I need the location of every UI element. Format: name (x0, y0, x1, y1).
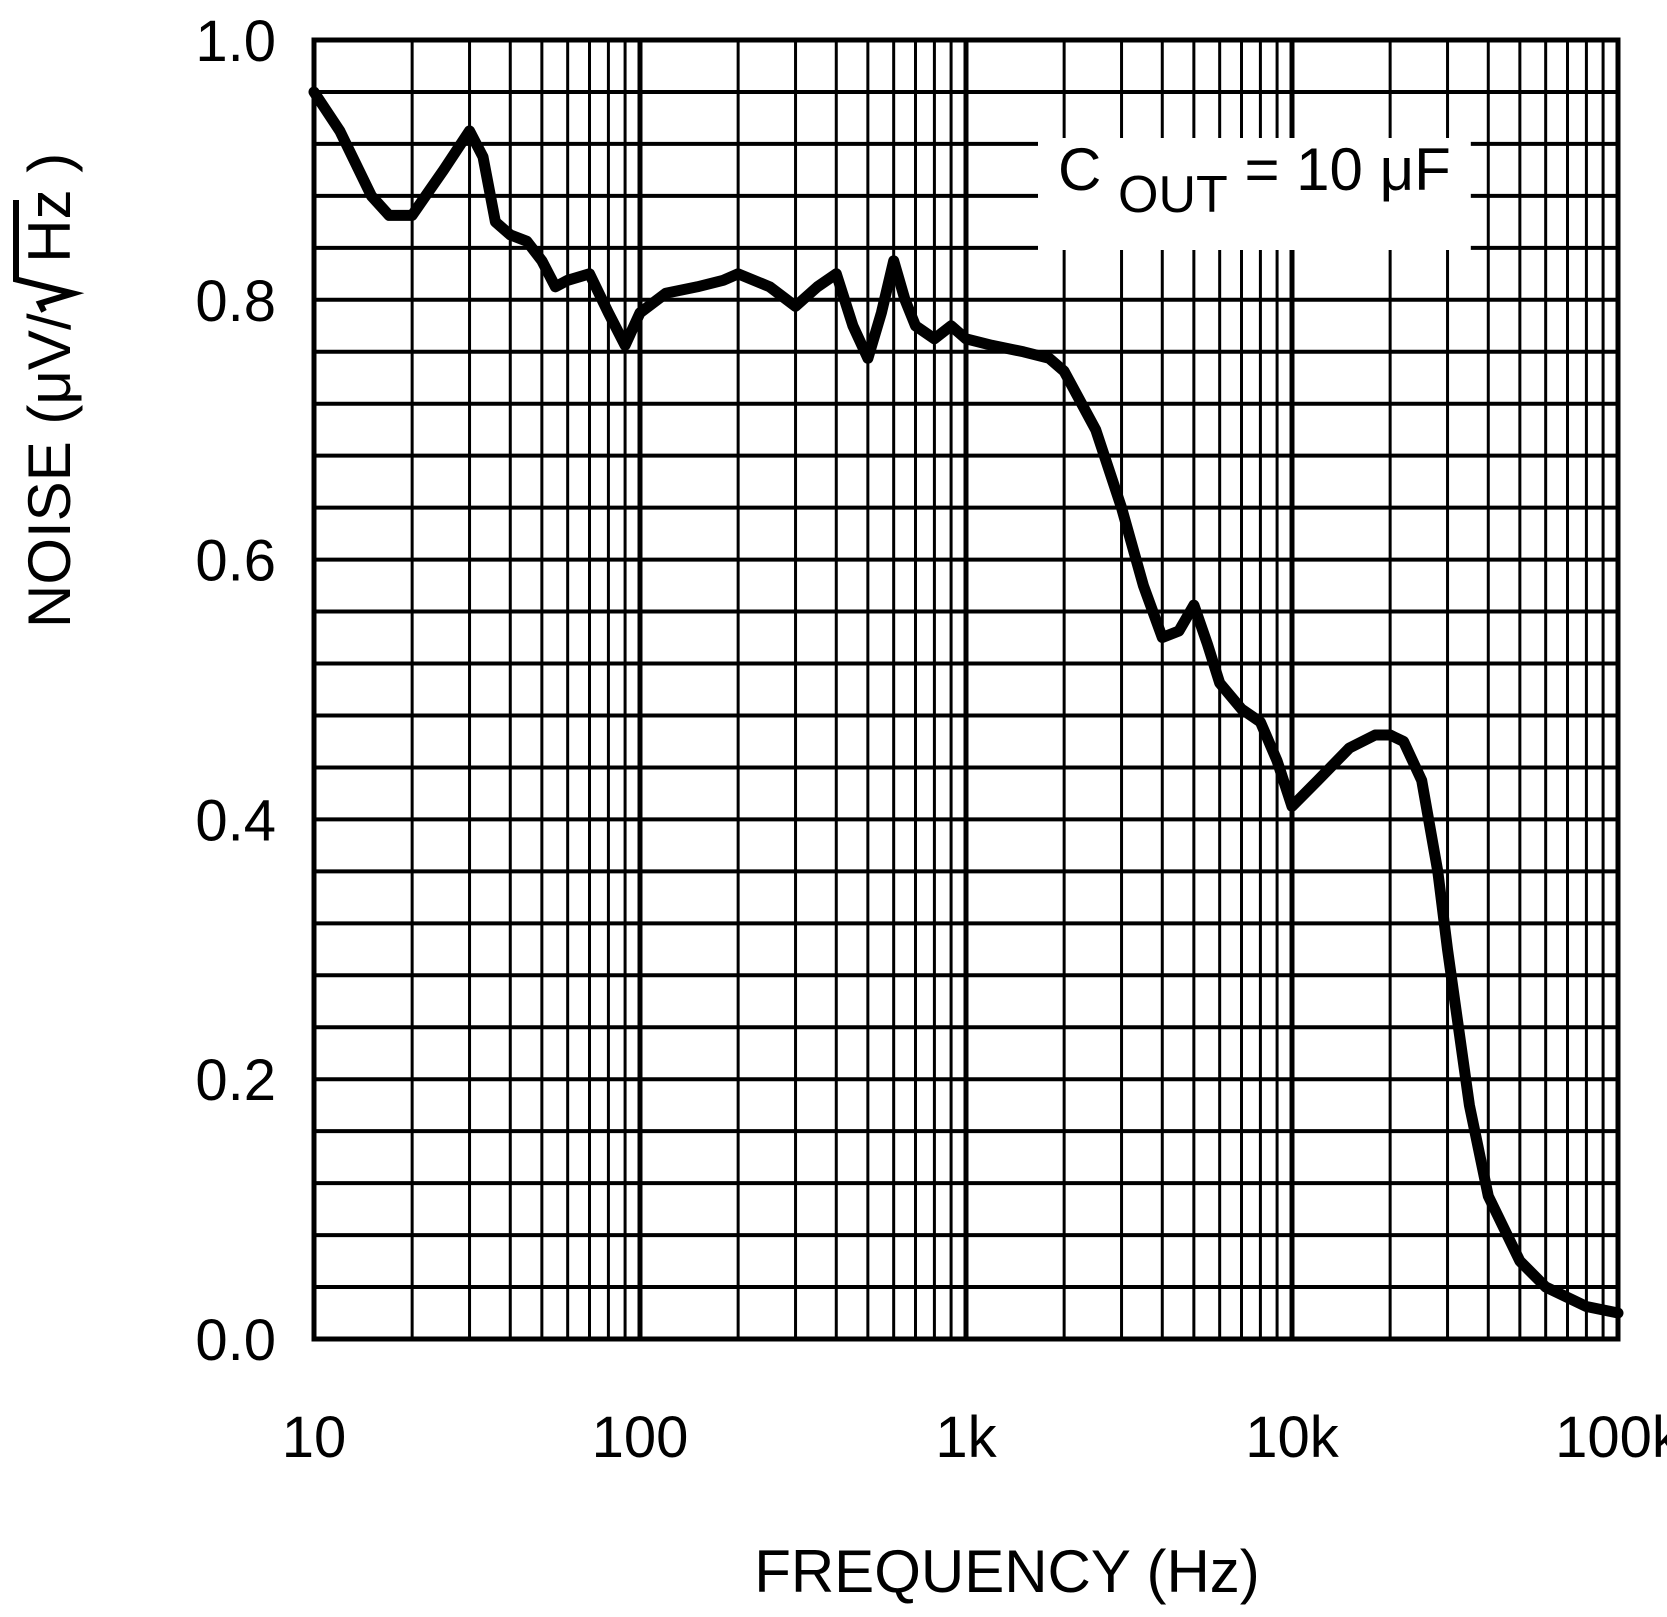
x-tick-label: 100k (1555, 1405, 1667, 1470)
x-tick-label: 10 (282, 1405, 347, 1470)
y-tick-labels: 0.0 0.2 0.4 0.6 0.8 1.0 (195, 9, 276, 1373)
y-axis-title-prefix: NOISE (μV/ (16, 313, 83, 628)
noise-series-line (308, 86, 1624, 1319)
y-tick-label: 0.2 (195, 1048, 276, 1113)
x-tick-label: 1k (935, 1405, 997, 1470)
plot-frame (311, 37, 1621, 1342)
square-root-symbol (13, 200, 85, 313)
legend-background (1038, 138, 1471, 250)
y-tick-label: 0.8 (195, 269, 276, 334)
x-axis-title: FREQUENCY (Hz) (754, 1538, 1260, 1605)
x-tick-label: 100 (592, 1405, 689, 1470)
y-axis-title-text: NOISE (μV/ Hz ) (16, 153, 83, 628)
x-tick-label: 10k (1245, 1405, 1340, 1470)
y-axis-title-suffix: ) (16, 153, 83, 173)
legend-annotation: C OUT = 10 μF (1038, 136, 1471, 250)
legend-label: C OUT = 10 μF (1058, 136, 1451, 224)
y-axis-title: NOISE (μV/ Hz ) (13, 153, 85, 628)
y-axis-title-radicand: Hz (16, 189, 83, 262)
legend-symbol: C (1058, 136, 1101, 203)
legend-subscript: OUT (1118, 166, 1228, 224)
legend-value: = 10 μF (1244, 136, 1450, 203)
y-tick-label: 1.0 (195, 9, 276, 74)
y-tick-label: 0.6 (195, 529, 276, 594)
y-tick-label: 0.0 (195, 1308, 276, 1373)
y-tick-label: 0.4 (195, 788, 276, 853)
x-tick-labels: 10 100 1k 10k 100k (282, 1405, 1667, 1470)
